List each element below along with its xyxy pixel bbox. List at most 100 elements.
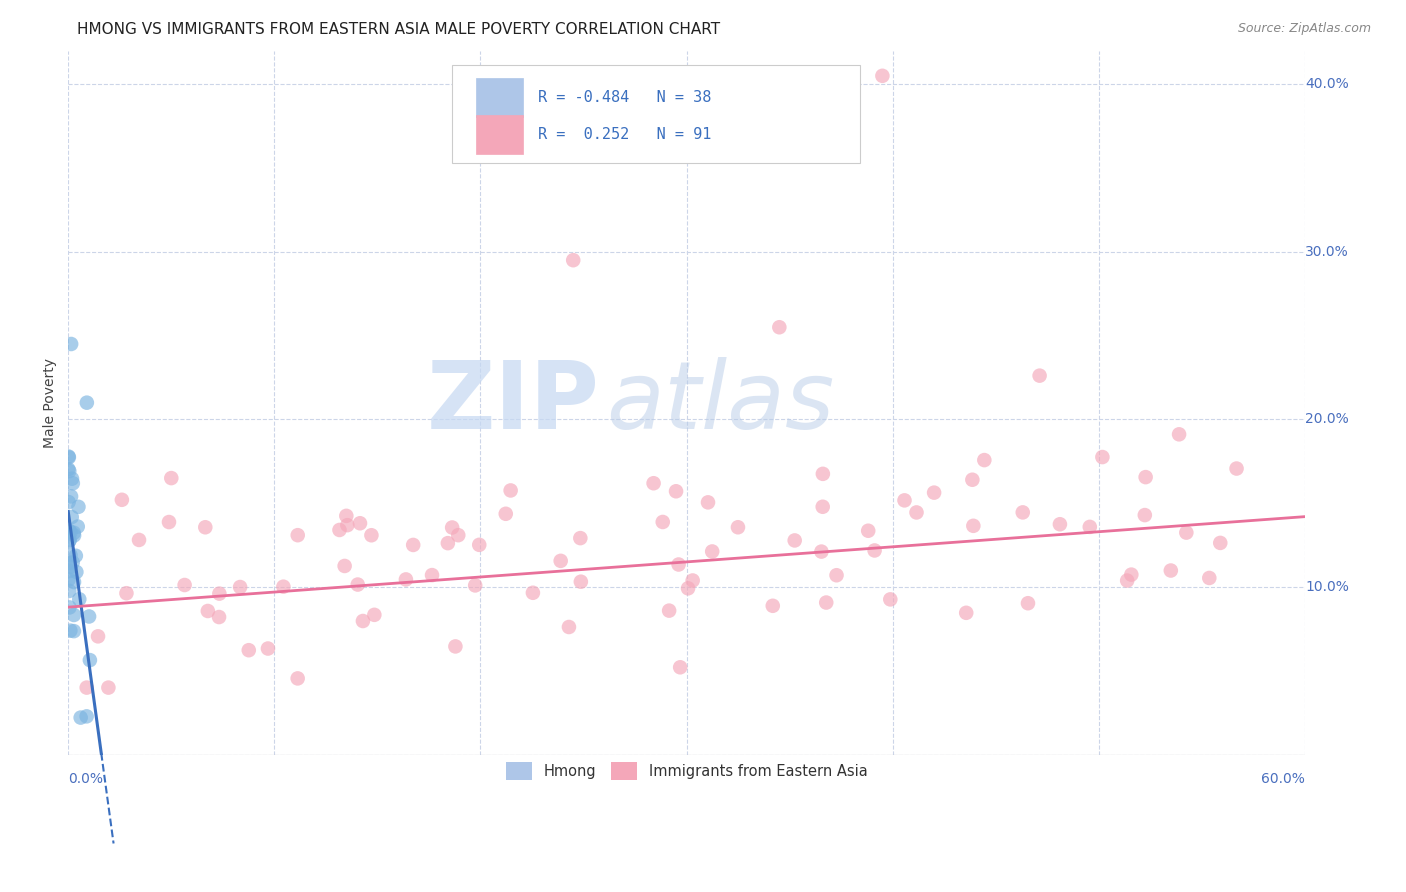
Point <box>273 580 295 594</box>
Point <box>58 573 80 587</box>
Text: 60.0%: 60.0% <box>1261 772 1305 786</box>
Point <box>495 507 517 521</box>
Point <box>128 533 150 547</box>
Point <box>335 508 357 523</box>
Text: ZIP: ZIP <box>427 357 600 449</box>
Point <box>58 524 80 538</box>
Point <box>783 533 806 548</box>
Point <box>58 450 80 465</box>
Point <box>229 580 252 594</box>
Point <box>58 583 80 598</box>
Point <box>444 640 467 654</box>
Point <box>1049 517 1071 532</box>
Point <box>257 641 280 656</box>
Point <box>499 483 522 498</box>
Point <box>905 505 928 519</box>
Point <box>60 489 83 503</box>
Point <box>922 485 945 500</box>
Point <box>58 450 80 464</box>
Point <box>65 565 87 579</box>
Point <box>420 568 443 582</box>
Point <box>1168 427 1191 442</box>
Point <box>77 609 100 624</box>
Point <box>238 643 260 657</box>
Point <box>111 492 134 507</box>
Point <box>1017 596 1039 610</box>
Point <box>863 543 886 558</box>
Point <box>333 558 356 573</box>
Point <box>962 473 984 487</box>
Point <box>962 518 984 533</box>
Point <box>346 577 368 591</box>
Point <box>562 253 585 268</box>
Point <box>67 500 90 514</box>
Point <box>762 599 785 613</box>
Point <box>197 604 219 618</box>
Point <box>173 578 195 592</box>
Point <box>208 610 231 624</box>
Point <box>1078 520 1101 534</box>
Point <box>1116 574 1139 588</box>
Point <box>58 462 80 476</box>
Point <box>60 510 83 524</box>
Point <box>437 536 460 550</box>
Point <box>1198 571 1220 585</box>
Y-axis label: Male Poverty: Male Poverty <box>44 358 58 448</box>
Point <box>59 525 82 540</box>
Point <box>67 592 90 607</box>
Point <box>395 573 418 587</box>
Point <box>60 472 83 486</box>
Point <box>1133 508 1156 522</box>
Text: Source: ZipAtlas.com: Source: ZipAtlas.com <box>1237 22 1371 36</box>
Point <box>194 520 217 534</box>
FancyBboxPatch shape <box>451 65 859 163</box>
Point <box>815 595 838 609</box>
Point <box>208 586 231 600</box>
Point <box>825 568 848 582</box>
Point <box>522 586 544 600</box>
Point <box>669 660 692 674</box>
Point <box>97 681 120 695</box>
Point <box>955 606 977 620</box>
Point <box>651 515 673 529</box>
Point <box>352 614 374 628</box>
Point <box>60 337 83 351</box>
Point <box>872 69 894 83</box>
Point <box>569 574 592 589</box>
Point <box>79 653 101 667</box>
Point <box>363 607 385 622</box>
Point <box>58 464 80 478</box>
Text: 40.0%: 40.0% <box>1305 78 1348 91</box>
Text: HMONG VS IMMIGRANTS FROM EASTERN ASIA MALE POVERTY CORRELATION CHART: HMONG VS IMMIGRANTS FROM EASTERN ASIA MA… <box>77 22 720 37</box>
Point <box>973 453 995 467</box>
Point <box>464 578 486 592</box>
Point <box>59 548 82 562</box>
Point <box>676 582 699 596</box>
Point <box>63 575 86 590</box>
FancyBboxPatch shape <box>477 78 523 117</box>
Point <box>550 554 572 568</box>
Point <box>160 471 183 485</box>
Point <box>858 524 880 538</box>
Point <box>1121 567 1143 582</box>
Point <box>66 519 89 533</box>
Point <box>441 520 464 534</box>
Point <box>63 528 86 542</box>
Point <box>558 620 581 634</box>
Point <box>62 556 84 570</box>
Point <box>811 467 834 481</box>
Point <box>69 710 91 724</box>
Text: 20.0%: 20.0% <box>1305 412 1348 426</box>
Point <box>893 493 915 508</box>
Point <box>1209 536 1232 550</box>
Point <box>87 629 110 643</box>
Point <box>1011 505 1033 519</box>
Point <box>58 495 80 509</box>
Point <box>76 681 98 695</box>
Text: atlas: atlas <box>606 357 834 448</box>
Point <box>59 560 82 574</box>
Point <box>447 528 470 542</box>
Point <box>668 558 690 572</box>
Text: 10.0%: 10.0% <box>1305 580 1348 594</box>
Point <box>727 520 749 534</box>
